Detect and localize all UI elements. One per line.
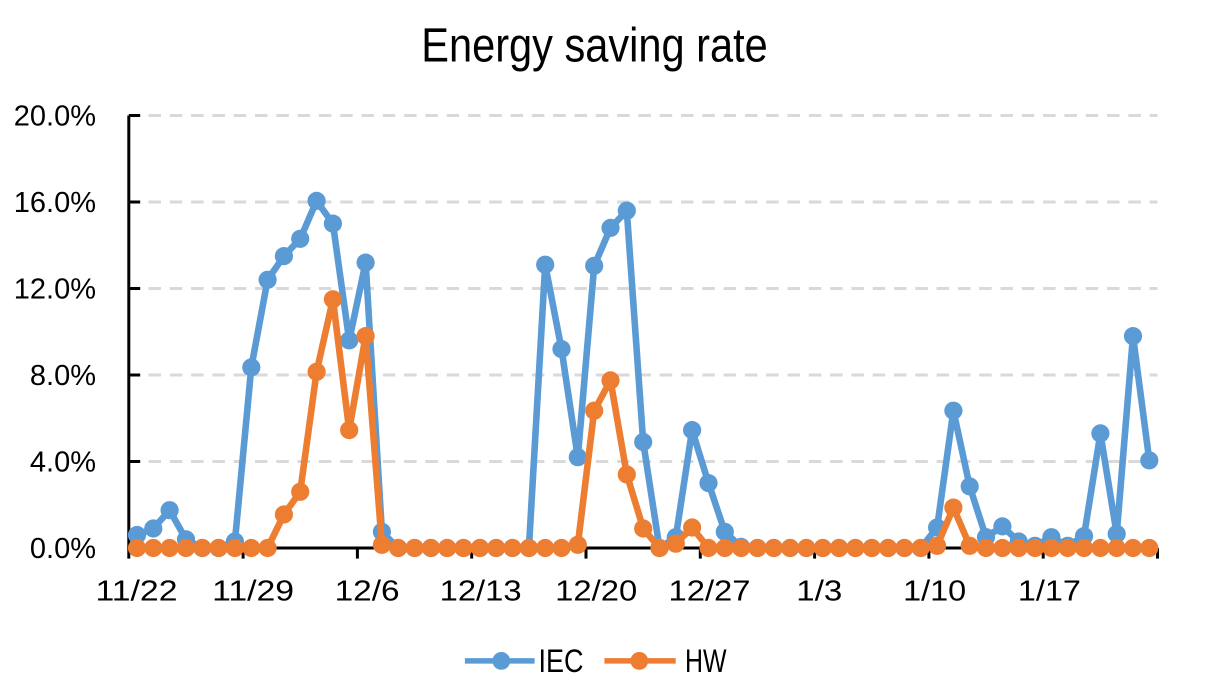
svg-text:11/22: 11/22 [96, 576, 178, 608]
svg-text:8.0%: 8.0% [30, 360, 96, 392]
svg-text:12/20: 12/20 [555, 576, 637, 608]
svg-text:4.0%: 4.0% [30, 447, 96, 479]
svg-text:IEC: IEC [539, 643, 584, 679]
svg-text:12/27: 12/27 [669, 576, 751, 608]
svg-text:11/29: 11/29 [212, 576, 294, 608]
svg-text:12/13: 12/13 [440, 576, 522, 608]
svg-text:12/6: 12/6 [335, 576, 400, 608]
svg-text:Energy saving rate: Energy saving rate [421, 17, 767, 72]
svg-text:1/10: 1/10 [903, 576, 966, 608]
svg-text:12.0%: 12.0% [14, 274, 96, 306]
svg-text:1/3: 1/3 [796, 576, 842, 608]
svg-text:20.0%: 20.0% [14, 101, 96, 133]
svg-text:HW: HW [685, 643, 727, 679]
svg-text:1/17: 1/17 [1018, 576, 1081, 608]
svg-text:0.0%: 0.0% [30, 533, 96, 565]
svg-text:16.0%: 16.0% [14, 187, 96, 219]
